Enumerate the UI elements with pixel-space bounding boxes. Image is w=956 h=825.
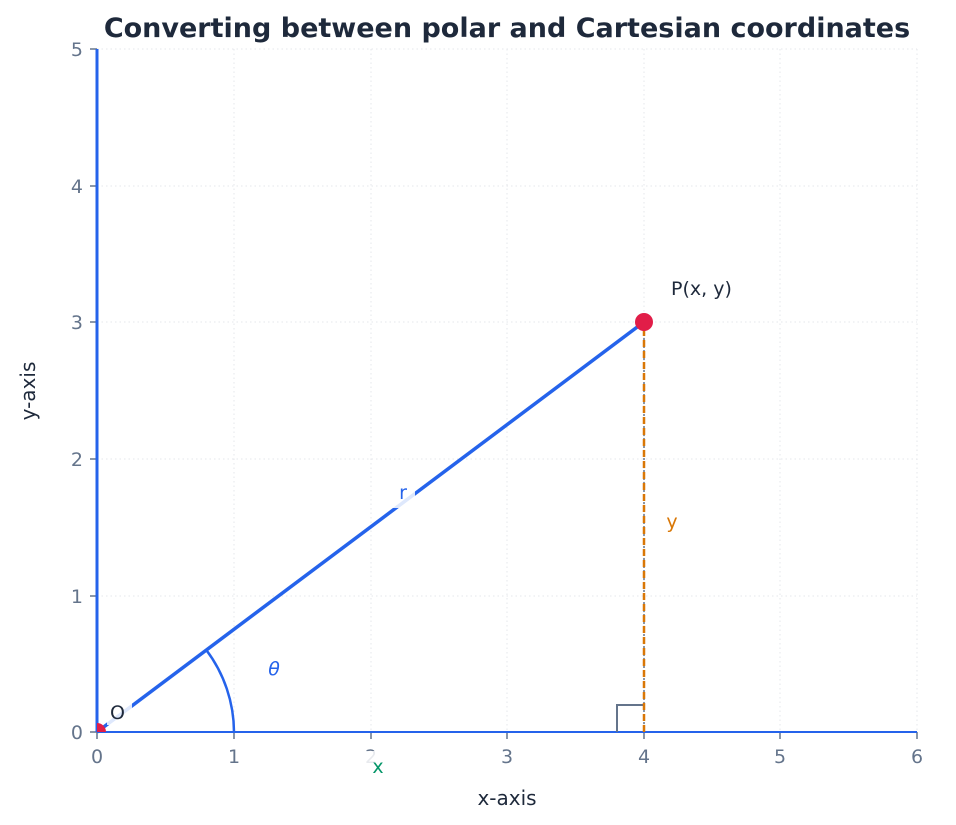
angle-label: θ	[268, 658, 280, 680]
y-tick-5: 5	[71, 39, 83, 61]
y-tick-3: 3	[71, 312, 83, 334]
origin-label: O	[110, 702, 125, 724]
point-p-label: P(x, y)	[671, 278, 732, 300]
x-tick-labels: 0 1 2 3 4 5 6	[91, 746, 923, 768]
point-p	[635, 313, 653, 331]
x-tick-5: 5	[774, 746, 786, 768]
y-tick-0: 0	[71, 722, 83, 744]
x-tick-6: 6	[911, 746, 923, 768]
x-tick-3: 3	[501, 746, 513, 768]
x-label-bg	[365, 751, 391, 777]
y-axis-label: y-axis	[16, 362, 40, 421]
y-tick-labels: 0 1 2 3 4 5	[71, 39, 83, 744]
x-tick-0: 0	[91, 746, 103, 768]
radius-label-bg	[389, 480, 415, 508]
y-component-label: y	[666, 511, 677, 533]
y-tick-1: 1	[71, 586, 83, 608]
x-tick-1: 1	[228, 746, 240, 768]
radius-label: r	[399, 482, 407, 504]
origin-point	[97, 723, 106, 732]
y-tick-4: 4	[71, 176, 83, 198]
grid	[97, 48, 918, 732]
tick-marks	[90, 48, 918, 739]
x-axis-label: x-axis	[477, 786, 536, 810]
x-component-label: x	[372, 756, 383, 778]
angle-arc	[205, 649, 236, 733]
origin-label-bg	[107, 699, 132, 725]
y-tick-2: 2	[71, 449, 83, 471]
right-angle-marker	[616, 704, 644, 732]
x-tick-4: 4	[638, 746, 650, 768]
chart-title: Converting between polar and Cartesian c…	[104, 13, 910, 44]
radius-line	[95, 320, 646, 734]
